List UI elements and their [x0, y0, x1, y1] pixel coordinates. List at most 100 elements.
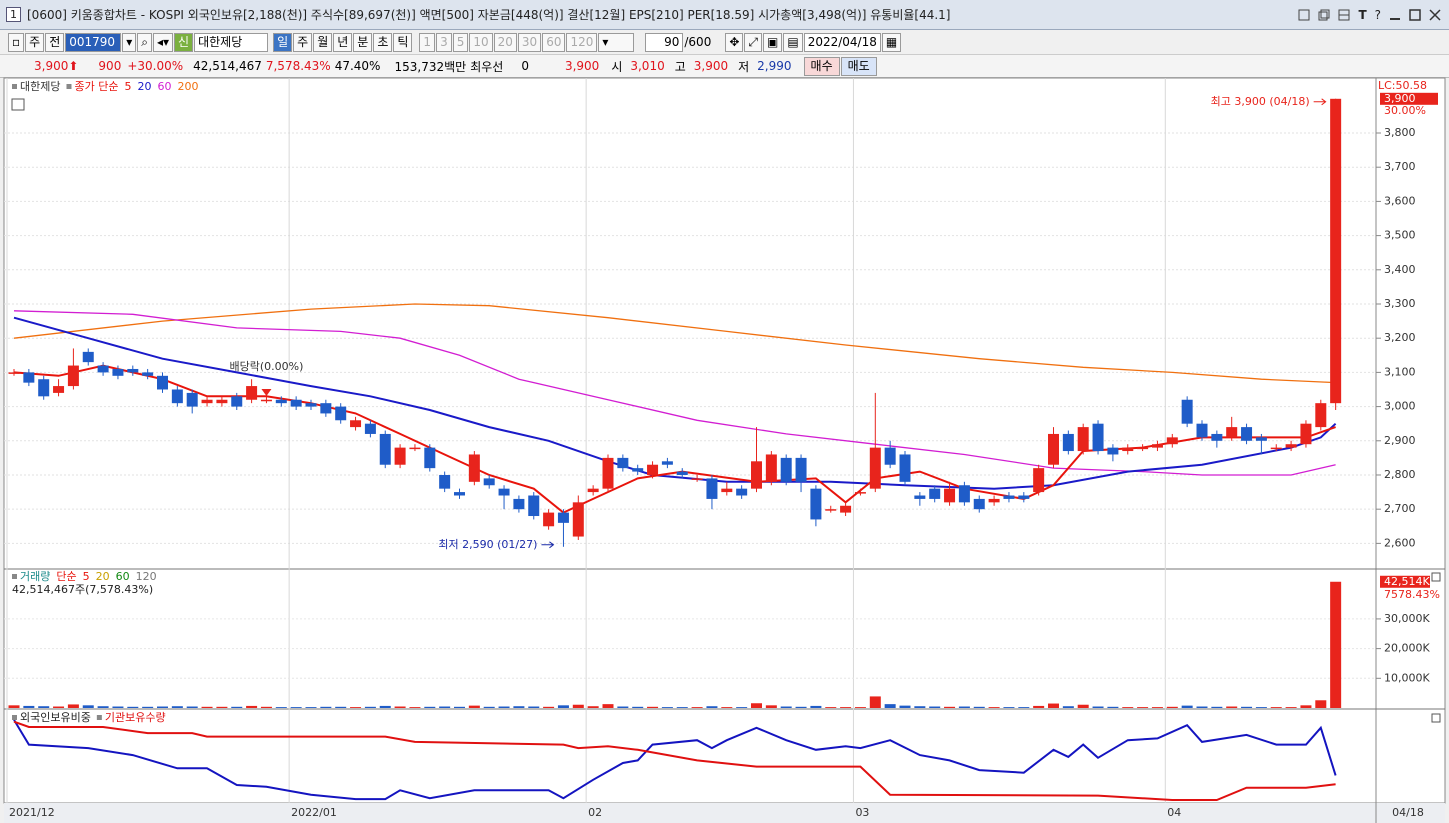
table-icon[interactable] — [11, 98, 25, 111]
y-tick-label: 3,000 — [1384, 400, 1416, 413]
panel-close[interactable] — [1431, 572, 1441, 582]
volume-bar — [736, 707, 748, 708]
calendar[interactable]: ▦ — [881, 32, 902, 52]
tool[interactable]: ⤢ — [744, 32, 762, 52]
volume-bar — [721, 707, 733, 708]
toggle-button[interactable]: 20 — [493, 32, 517, 52]
candle-body — [840, 505, 852, 513]
volume-bar — [1018, 707, 1030, 708]
candle-body — [676, 471, 688, 475]
icon-button[interactable]: ▫ — [8, 32, 25, 52]
volume-bar — [1062, 706, 1074, 708]
volume-bar — [869, 696, 881, 708]
tool[interactable]: ▣ — [763, 32, 783, 52]
candle-body — [231, 396, 243, 407]
sell-button[interactable]: 매도 — [840, 56, 877, 76]
y-tick-label: 2,900 — [1384, 434, 1416, 447]
x-end-label: 04/18 — [1392, 806, 1424, 819]
dropdown[interactable]: ▾ — [598, 32, 635, 52]
volume-bar — [1226, 706, 1238, 708]
code-input[interactable]: 001790 — [65, 32, 122, 52]
toggle-button[interactable]: 일 — [273, 32, 293, 52]
candle-body — [958, 485, 970, 503]
toggle-button[interactable]: 초 — [373, 32, 393, 52]
toggle-button[interactable]: 년 — [333, 32, 353, 52]
toggle-button[interactable]: 월 — [313, 32, 333, 52]
toggle-button[interactable]: 30 — [517, 32, 542, 52]
candle-body — [1315, 403, 1327, 428]
x-tick-label: 2022/01 — [291, 806, 337, 819]
button[interactable]: 전 — [45, 32, 65, 52]
volume-bar — [142, 706, 154, 708]
candle-body — [944, 488, 956, 503]
search[interactable]: ⌕ — [137, 32, 152, 52]
maximize[interactable] — [1409, 8, 1421, 21]
y-tick-label: 2,800 — [1384, 468, 1416, 481]
candle-body — [394, 447, 406, 465]
volume-bar — [661, 707, 673, 708]
volume-bar — [1048, 703, 1059, 708]
volume-bar — [424, 706, 436, 708]
y-tick-label: 3,800 — [1384, 126, 1416, 139]
candle-body — [275, 399, 287, 404]
date[interactable]: 2022/04/18 — [803, 32, 881, 52]
high-label: 고 — [674, 59, 686, 74]
tool[interactable]: ✥ — [725, 32, 744, 52]
count[interactable]: 90 — [645, 32, 684, 52]
candle-body — [780, 457, 792, 482]
sound[interactable]: ◂▾ — [153, 32, 174, 52]
toggle-button[interactable]: 120 — [566, 32, 598, 52]
dropdown[interactable]: ▾ — [122, 32, 137, 52]
button[interactable]: 주 — [25, 32, 45, 52]
y-tick-label: 3,200 — [1384, 331, 1416, 344]
icon[interactable] — [1298, 9, 1310, 21]
volume-bar — [1166, 706, 1178, 708]
up-arrow: ⬆ — [68, 59, 79, 73]
y-tick-label: 2,600 — [1384, 536, 1416, 549]
volume-bar — [691, 707, 703, 708]
tool[interactable]: ▤ — [783, 32, 803, 52]
moving-average — [13, 310, 1336, 476]
volume-bar — [305, 707, 317, 708]
legend-marker — [12, 574, 17, 579]
volume-bar — [394, 706, 406, 708]
toggle-button[interactable]: 틱 — [393, 32, 413, 52]
toggle-button[interactable]: 60 — [542, 32, 566, 52]
turnover: 47.40% — [334, 59, 381, 73]
icon-text[interactable]: ? — [1374, 7, 1381, 22]
volume-bar — [23, 705, 35, 708]
volume-bar — [1315, 700, 1327, 708]
minimize[interactable] — [1389, 9, 1401, 21]
candle-body — [765, 454, 777, 482]
candle-body — [112, 368, 124, 376]
toggle-button[interactable]: 3 — [436, 32, 452, 52]
candle-body — [810, 488, 822, 520]
toggle-button[interactable]: 주 — [293, 32, 313, 52]
window-badge: 1 — [6, 7, 21, 22]
toggle-button[interactable]: 10 — [469, 32, 493, 52]
candle-body — [528, 495, 540, 517]
candle-body — [290, 399, 302, 407]
volume-bar — [498, 706, 510, 708]
candle-body — [721, 488, 733, 493]
last-price-box — [1380, 92, 1438, 105]
volume-bar — [82, 705, 94, 708]
x-tick-label: 04 — [1167, 806, 1181, 819]
volume-bar — [8, 705, 20, 708]
candle-body — [454, 492, 465, 496]
legend-label: 외국인보유비중 — [20, 711, 91, 724]
icon-text[interactable]: T — [1358, 7, 1367, 22]
candle-body — [1226, 427, 1238, 438]
toggle-button[interactable]: 분 — [353, 32, 373, 52]
volume: 42,514,467 — [193, 59, 262, 73]
candle-body — [1062, 433, 1074, 452]
candle-body — [988, 498, 1000, 503]
close[interactable] — [1429, 8, 1441, 21]
panel-close[interactable] — [1431, 713, 1441, 723]
open-label: 시 — [611, 59, 623, 74]
toggle-button[interactable]: 5 — [452, 32, 469, 52]
icon[interactable] — [1338, 9, 1350, 21]
toggle-button[interactable]: 1 — [419, 32, 436, 52]
buy-button[interactable]: 매수 — [803, 56, 840, 76]
icon[interactable] — [1318, 9, 1330, 21]
